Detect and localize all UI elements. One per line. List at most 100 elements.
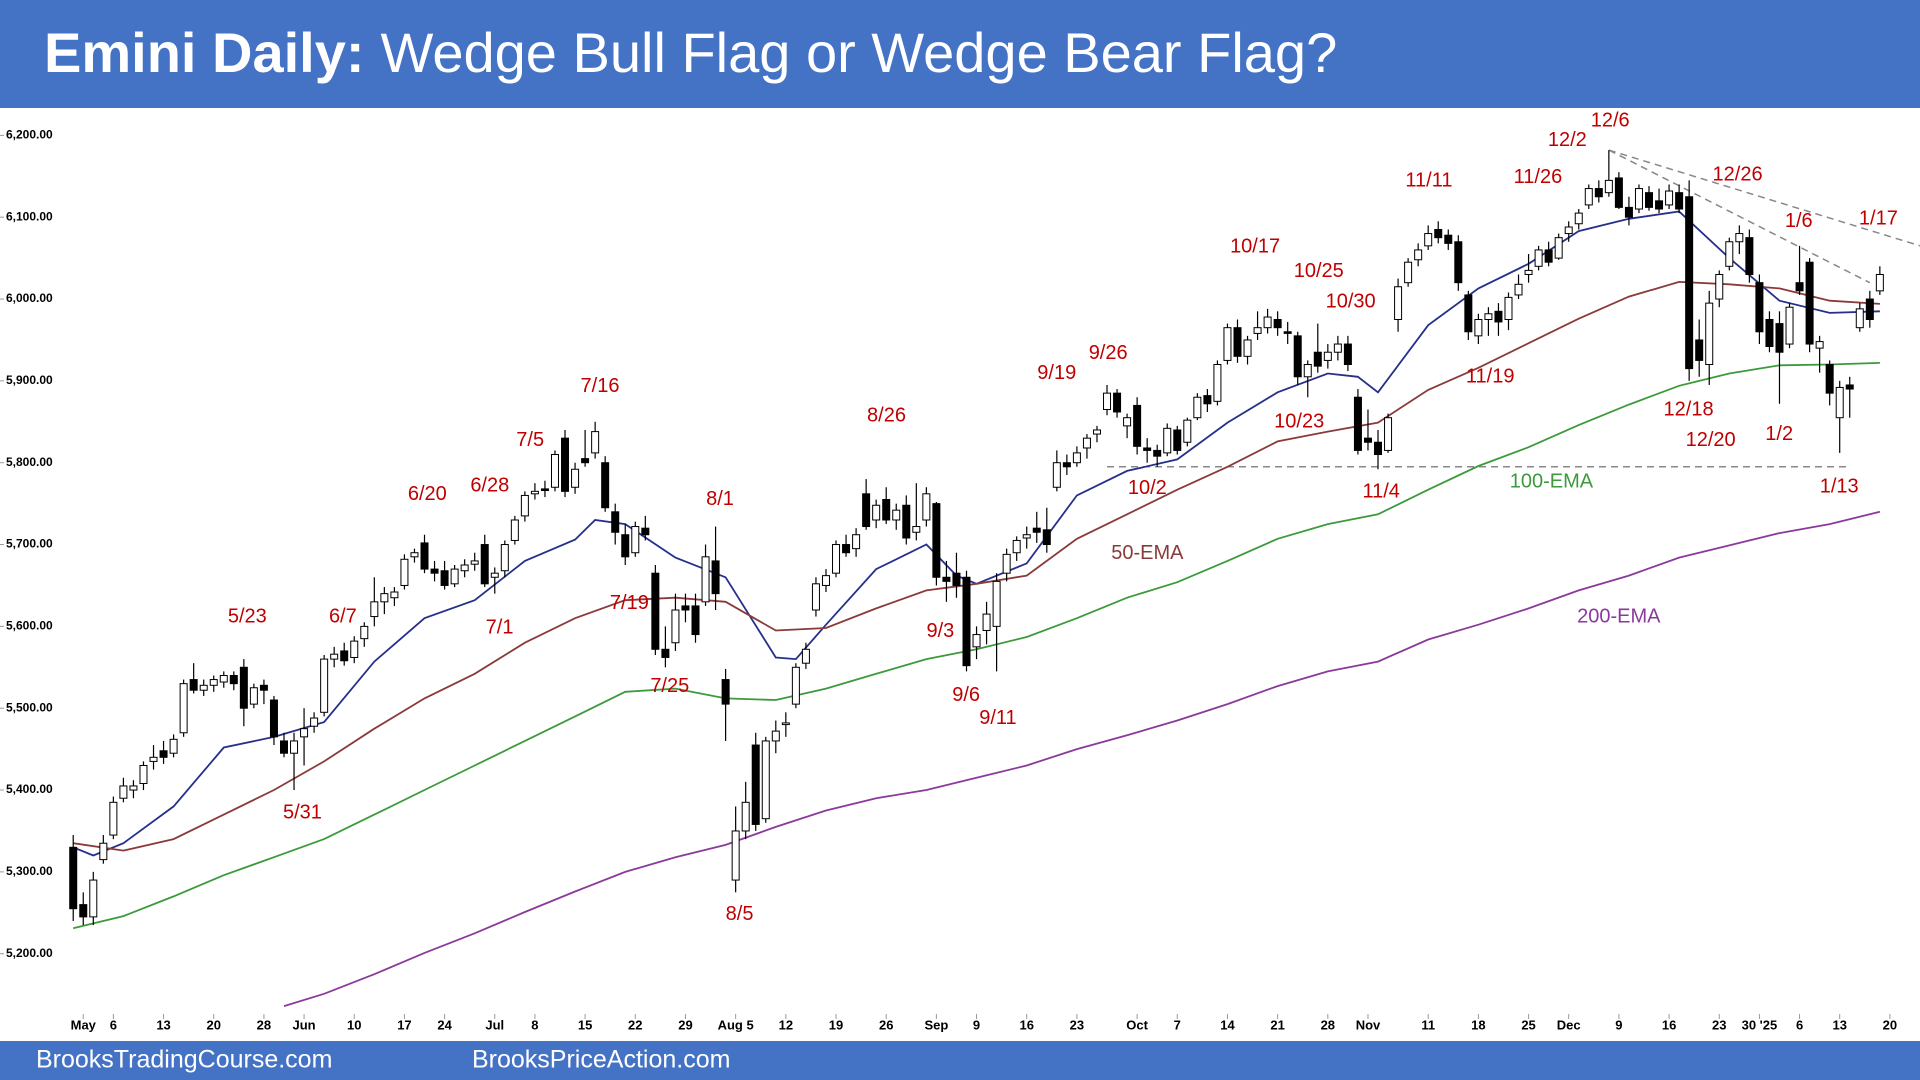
candle-body	[882, 499, 891, 521]
candle-body	[470, 560, 479, 565]
candle-body	[300, 728, 309, 738]
candle-body	[209, 679, 218, 686]
annotation: 10/2	[1128, 477, 1167, 499]
annotation: 11/26	[1514, 166, 1563, 188]
candle-body	[420, 542, 429, 570]
annotation: 9/26	[1089, 342, 1128, 364]
candle-body	[249, 687, 258, 705]
candle-body	[219, 674, 228, 683]
annotation: 7/16	[581, 375, 620, 397]
candle-body	[320, 658, 329, 713]
candle-body	[932, 503, 941, 578]
candle-body	[480, 544, 489, 585]
candle-body	[1464, 294, 1473, 333]
ema-label: 50-EMA	[1111, 542, 1184, 564]
x-tick-label: 9	[973, 1017, 980, 1032]
candle-body	[751, 744, 760, 825]
x-tick-label: Jun	[293, 1017, 316, 1032]
candle-body	[1062, 462, 1071, 468]
candle-body	[892, 509, 901, 521]
candle-body	[1434, 228, 1443, 239]
candle-body	[1604, 179, 1613, 194]
y-tick-label: 5,500.00	[6, 700, 53, 714]
candle-body	[460, 564, 469, 572]
candle-body	[591, 431, 600, 454]
candle-body	[671, 609, 680, 644]
candle-body	[1353, 396, 1362, 451]
candle-body	[601, 462, 610, 509]
candle-body	[169, 738, 178, 754]
candle-body	[1343, 343, 1352, 366]
x-tick-label: 9	[1615, 1017, 1622, 1032]
candle-body	[1223, 327, 1232, 361]
guide-line	[1608, 149, 1871, 284]
x-tick-label: 22	[628, 1017, 642, 1032]
candle-body	[1022, 534, 1031, 539]
candle-body	[540, 488, 549, 492]
candle-body	[661, 648, 670, 658]
candle-body	[972, 634, 981, 648]
candle-body	[1002, 553, 1011, 574]
annotation: 12/20	[1686, 429, 1736, 451]
candle-body	[1123, 417, 1132, 427]
candle-body	[781, 722, 790, 726]
candle-body	[1815, 341, 1824, 349]
candle-body	[129, 785, 138, 791]
annotation: 5/23	[228, 605, 267, 627]
y-tick-label: 6,000.00	[6, 291, 53, 305]
candle-body	[139, 764, 148, 784]
candle-body	[862, 493, 871, 528]
candle-body	[1143, 447, 1152, 451]
candle-body	[1163, 427, 1172, 454]
y-tick-label: 5,300.00	[6, 864, 53, 878]
x-tick-label: 20	[1883, 1017, 1897, 1032]
candle-body	[490, 572, 499, 578]
candle-body	[1665, 190, 1674, 206]
candle-body	[1333, 343, 1342, 353]
candle-body	[1554, 237, 1563, 259]
candle-body	[1795, 282, 1804, 292]
x-tick-label: 20	[207, 1017, 221, 1032]
candle-body	[1303, 364, 1312, 378]
candle-body	[1032, 527, 1041, 533]
candle-body	[79, 904, 88, 918]
candle-body	[1263, 316, 1272, 329]
annotation: 9/19	[1037, 362, 1076, 384]
candle-body	[952, 572, 961, 586]
candle-body	[1424, 233, 1433, 247]
candle-body	[1825, 364, 1834, 394]
x-tick-label: 23	[1070, 1017, 1084, 1032]
x-tick-label: 15	[578, 1017, 592, 1032]
candle-body	[962, 576, 971, 667]
annotation: 9/3	[927, 620, 955, 642]
x-tick-label: 13	[1832, 1017, 1846, 1032]
candle-body	[1855, 308, 1864, 329]
candle-body	[761, 740, 770, 820]
annotation: 6/28	[470, 474, 509, 496]
candle-body	[1072, 452, 1081, 464]
candle-body	[330, 653, 339, 660]
x-tick-label: Oct	[1126, 1017, 1148, 1032]
candle-body	[1233, 327, 1242, 357]
candle-body	[119, 785, 128, 799]
candle-body	[500, 544, 509, 572]
candle-body	[530, 490, 539, 495]
candle-body	[651, 572, 660, 650]
candle-body	[1173, 429, 1182, 451]
candle-body	[550, 454, 559, 488]
guide-line	[1608, 149, 1920, 247]
candle-body	[1785, 306, 1794, 345]
x-tick-label: 10	[347, 1017, 361, 1032]
candle-body	[791, 666, 800, 705]
x-tick-label: 14	[1220, 1017, 1235, 1032]
candle-body	[1484, 313, 1493, 320]
candle-body	[1313, 351, 1322, 367]
candle-body	[681, 605, 690, 611]
header-bar	[0, 0, 1920, 108]
candle-body	[1504, 296, 1513, 320]
candle-body	[842, 544, 851, 554]
candle-body	[1133, 404, 1142, 447]
candle-body	[1544, 249, 1553, 263]
candle-body	[1273, 318, 1282, 329]
x-tick-label: Sep	[924, 1017, 948, 1032]
